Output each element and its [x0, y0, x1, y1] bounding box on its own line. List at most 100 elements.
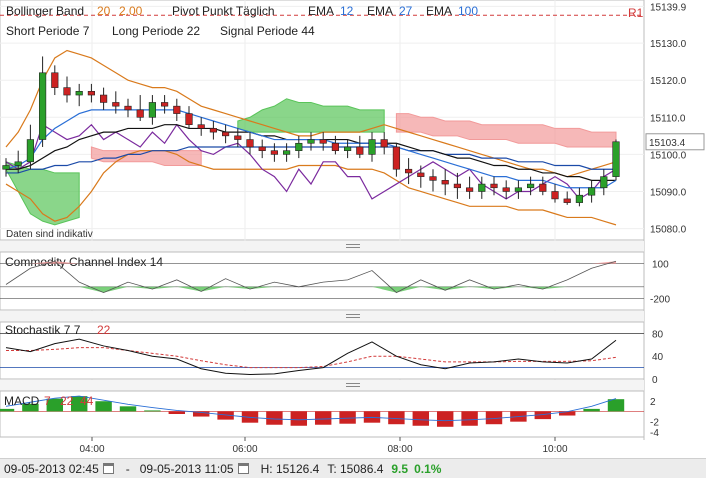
candle-body — [490, 183, 498, 189]
candle-body — [514, 187, 522, 192]
ema12-label: EMA — [308, 4, 334, 18]
candle-body — [63, 87, 71, 96]
cci-panel — [0, 251, 645, 311]
signal-line — [5, 123, 617, 200]
candle-body — [539, 183, 547, 192]
stoch-tick-label: 0 — [652, 375, 658, 386]
stoch-k-line — [5, 338, 617, 375]
candle-body — [344, 146, 352, 151]
candle-body — [112, 102, 120, 107]
candle-body — [612, 141, 620, 177]
candle-body — [368, 139, 376, 155]
bollinger-lower-line — [5, 150, 617, 226]
candle-body — [258, 146, 266, 151]
macd-bar — [144, 410, 161, 412]
macd-bar — [558, 411, 576, 416]
macd-bar — [217, 411, 234, 420]
candle-body — [466, 187, 474, 192]
price-tick-label: 15100.0 — [650, 150, 687, 161]
macd-p3: 44 — [80, 394, 94, 408]
price-tick-label: 15090.0 — [650, 187, 687, 198]
pivot-label: Pivot Punkt Täglich — [172, 4, 275, 18]
range-end: 09-05-2013 11:05 — [139, 461, 234, 476]
time-tick-label: 10:00 — [542, 444, 567, 455]
range-separator: - — [125, 461, 130, 476]
macd-p2: 22 — [60, 394, 74, 408]
candle-body — [295, 142, 303, 151]
macd-tick-label: 2 — [650, 397, 656, 408]
splitter-grip — [346, 317, 360, 318]
candle-body — [588, 187, 596, 196]
ema100-label: EMA — [426, 4, 452, 18]
time-tick-label: 08:00 — [387, 444, 412, 455]
splitter-cci — [0, 241, 644, 252]
low-value: T: 15086.4 — [327, 461, 384, 476]
splitter-grip — [346, 386, 360, 387]
candle-body — [51, 72, 59, 88]
candle-body — [136, 109, 144, 118]
candle-body — [563, 198, 571, 203]
macd-bar — [0, 408, 15, 412]
cci-tick-label: -200 — [650, 294, 670, 305]
bollinger-dev: 2.00 — [119, 4, 143, 18]
candle-body — [331, 142, 339, 151]
candle-body — [185, 113, 193, 126]
price-tick-label: 15130.0 — [650, 39, 687, 50]
candle-body — [39, 72, 47, 140]
candle-body — [209, 128, 217, 133]
ema12-value: 12 — [340, 4, 354, 18]
macd-bar — [70, 396, 88, 412]
current-price-box — [645, 133, 705, 151]
cci-oversold-area — [6, 286, 616, 293]
current-price-label: 15103.4 — [649, 138, 686, 149]
calendar-icon[interactable] — [237, 463, 249, 474]
candle-body — [380, 139, 388, 148]
status-bar: 09-05-2013 02:45 - 09-05-2013 11:05 H: 1… — [0, 458, 706, 478]
ema27-value: 27 — [399, 4, 413, 18]
change-value: 9.5 — [391, 461, 409, 476]
bollinger-period: 20 — [97, 4, 111, 18]
price-tick-label: 15139.9 — [650, 2, 687, 13]
candle-body — [307, 139, 315, 144]
macd-p1: 7 — [44, 394, 51, 408]
splitter-grip — [346, 314, 360, 315]
calendar-icon[interactable] — [102, 463, 114, 474]
price-tick-label: 15080.0 — [650, 225, 687, 236]
macd-bar — [290, 411, 308, 426]
candle-body — [502, 187, 510, 192]
cloud-green-mid — [237, 98, 385, 133]
ema27-label: EMA — [367, 4, 393, 18]
candle-body — [14, 161, 22, 166]
candle-body — [246, 139, 254, 148]
candle-body — [270, 150, 278, 155]
macd-bar — [607, 399, 625, 412]
cci-line — [5, 260, 617, 294]
candle-body — [478, 183, 486, 192]
cci-title: Commodity Channel Index 14 — [5, 255, 163, 269]
candle-body — [453, 183, 461, 189]
macd-bar — [168, 411, 186, 414]
candle-body — [161, 102, 169, 107]
candle-body — [26, 139, 34, 163]
candle-body — [319, 139, 327, 144]
long-period-label: Long Periode 22 — [112, 24, 200, 38]
macd-bar — [22, 403, 39, 412]
candle-body — [429, 176, 437, 181]
candle-body — [417, 172, 425, 177]
macd-bar — [412, 411, 430, 426]
signal-period-label: Signal Periode 44 — [220, 24, 315, 38]
stoch-param3: 22 — [97, 323, 111, 337]
stoch-title: Stochastik 7 7 — [5, 323, 81, 337]
macd-bar — [388, 411, 405, 425]
candle-body — [124, 105, 132, 111]
macd-bar — [95, 401, 112, 412]
candle-body — [392, 146, 400, 170]
indicative-note: Daten sind indikativ — [6, 229, 93, 240]
time-tick-label: 06:00 — [232, 444, 257, 455]
macd-bar — [485, 411, 503, 425]
range-start: 09-05-2013 02:45 — [4, 461, 99, 476]
stoch-panel — [0, 321, 645, 380]
chart-canvas: 15139.9 15130.0 15120.0 15110.0 15100.0 15090… — [0, 0, 705, 455]
ema100-value: 100 — [458, 4, 478, 18]
